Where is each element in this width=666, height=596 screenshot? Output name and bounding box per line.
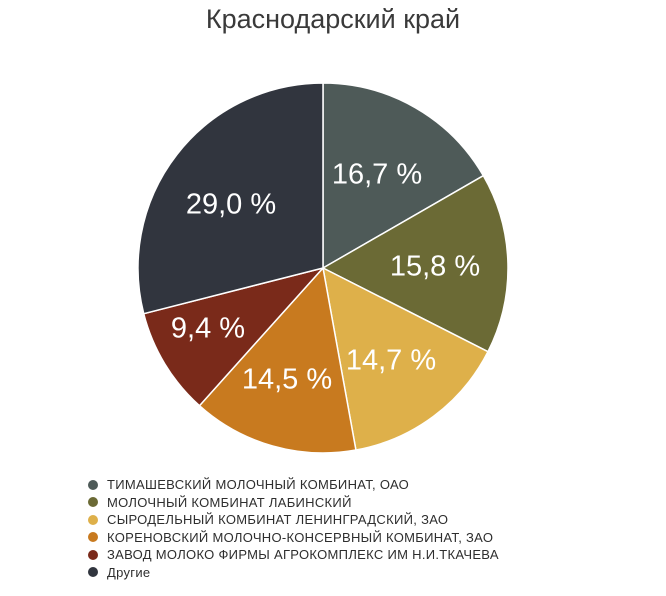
slice-label-1: 16,7 % (332, 159, 422, 191)
legend-label-5: ЗАВОД МОЛОКО ФИРМЫ АГРОКОМПЛЕКС ИМ Н.И.Т… (107, 547, 499, 562)
pie-slice-2 (321, 174, 509, 353)
slice-label-5: 9,4 % (171, 313, 245, 345)
pie-slice-6 (137, 82, 324, 315)
legend-label-6: Другие (107, 564, 151, 580)
legend-swatch-4 (88, 532, 98, 543)
legend-label-2: МОЛОЧНЫЙ КОМБИНАТ ЛАБИНСКИЙ (107, 494, 352, 510)
legend-label-1: ТИМАШЕВСКИЙ МОЛОЧНЫЙ КОМБИНАТ, ОАО (107, 477, 410, 492)
slice-label-4: 14,5 % (242, 364, 332, 396)
legend-item-6: Другие (88, 564, 648, 582)
legend-swatch-3 (88, 514, 98, 525)
legend-item-2: МОЛОЧНЫЙ КОМБИНАТ ЛАБИНСКИЙ (88, 494, 648, 512)
legend-label-3: СЫРОДЕЛЬНЫЙ КОМБИНАТ ЛЕНИНГРАДСКИЙ, ЗАО (107, 512, 449, 527)
pie-slice-4 (198, 266, 357, 454)
pie-slice-3 (321, 266, 490, 451)
legend-label-4: КОРЕНОВСКИЙ МОЛОЧНО-КОНСЕРВНЫЙ КОМБИНАТ,… (107, 529, 494, 545)
slice-label-2: 15,8 % (390, 251, 480, 283)
slice-label-3: 14,7 % (346, 345, 436, 377)
slice-label-6: 29,0 % (186, 189, 276, 221)
legend-item-5: ЗАВОД МОЛОКО ФИРМЫ АГРОКОМПЛЕКС ИМ Н.И.Т… (88, 546, 648, 564)
pie-slice-1 (322, 82, 485, 270)
legend: ТИМАШЕВСКИЙ МОЛОЧНЫЙ КОМБИНАТ, ОАО МОЛОЧН… (88, 476, 648, 581)
legend-swatch-6 (88, 567, 98, 578)
legend-item-1: ТИМАШЕВСКИЙ МОЛОЧНЫЙ КОМБИНАТ, ОАО (88, 476, 648, 494)
legend-swatch-5 (88, 549, 98, 560)
legend-item-3: СЫРОДЕЛЬНЫЙ КОМБИНАТ ЛЕНИНГРАДСКИЙ, ЗАО (88, 511, 648, 529)
pie-chart: 16,7 % 15,8 % 14,7 % 14,5 % 9,4 % 29,0 % (137, 82, 509, 454)
chart-title: Краснодарский край (205, 4, 461, 34)
legend-swatch-1 (88, 479, 98, 490)
legend-swatch-2 (88, 497, 98, 508)
legend-item-4: КОРЕНОВСКИЙ МОЛОЧНО-КОНСЕРВНЫЙ КОМБИНАТ,… (88, 529, 648, 547)
